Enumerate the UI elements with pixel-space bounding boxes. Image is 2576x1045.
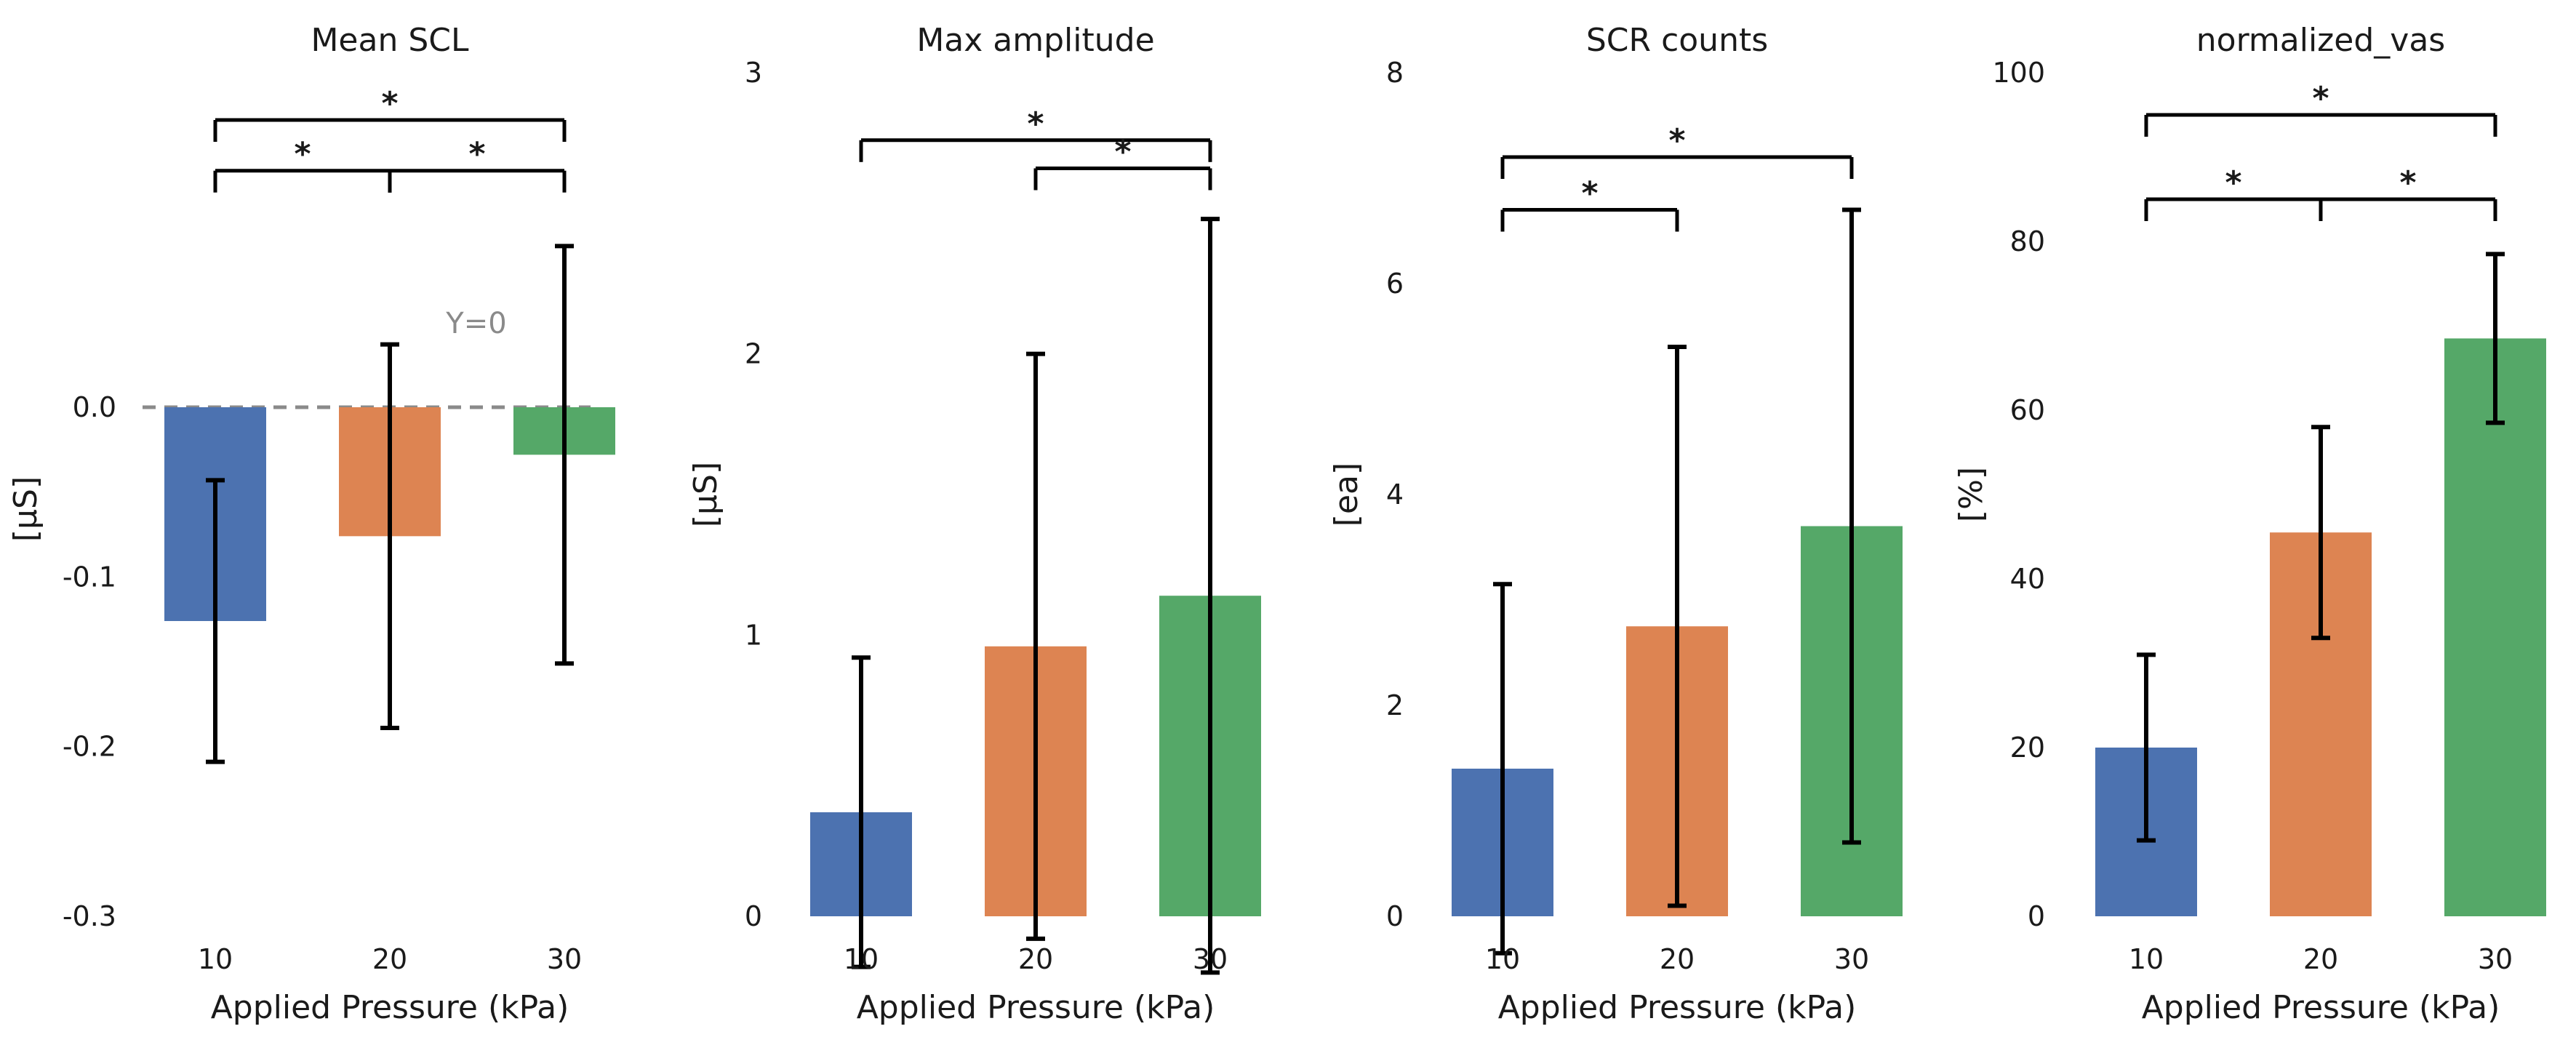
y-tick-label: -0.3 — [63, 900, 116, 932]
y-tick-label: 2 — [1386, 689, 1404, 721]
x-tick-label: 20 — [2303, 943, 2338, 975]
significance-star: * — [1581, 175, 1598, 212]
significance-star: * — [1114, 133, 1131, 170]
significance-star: * — [2312, 80, 2329, 117]
y-tick-label: 80 — [2010, 225, 2045, 257]
significance-star: * — [1027, 105, 1044, 143]
y-tick-label: 0 — [2028, 900, 2045, 932]
x-tick-label: 10 — [198, 943, 233, 975]
significance-star: * — [294, 136, 311, 173]
x-tick-label: 20 — [1018, 943, 1053, 975]
x-axis-label: Applied Pressure (kPa) — [857, 989, 1215, 1026]
y-tick-label: 20 — [2010, 732, 2045, 764]
y-tick-label: 6 — [1386, 268, 1404, 300]
bar-30 — [2444, 338, 2546, 916]
y-tick-label: 0 — [1386, 900, 1404, 932]
x-axis-label: Applied Pressure (kPa) — [211, 989, 569, 1026]
chart-title-2: SCR counts — [1586, 22, 1768, 59]
y-tick-label: 100 — [1992, 57, 2045, 89]
x-axis-label: Applied Pressure (kPa) — [2142, 989, 2500, 1026]
x-tick-label: 10 — [1485, 943, 1520, 975]
x-tick-label: 10 — [2129, 943, 2164, 975]
x-tick-label: 30 — [2478, 943, 2513, 975]
x-axis-label: Applied Pressure (kPa) — [1498, 989, 1857, 1026]
x-tick-label: 10 — [844, 943, 879, 975]
significance-star: * — [1668, 122, 1685, 159]
y-axis-label: [μS] — [7, 476, 44, 542]
y-tick-label: -0.2 — [63, 731, 116, 763]
y-tick-label: 1 — [745, 619, 762, 651]
y-tick-label: 2 — [745, 338, 762, 370]
y-axis-label: [ea] — [1328, 463, 1365, 526]
significance-star: * — [2225, 164, 2241, 201]
y-tick-label: 0 — [745, 900, 762, 932]
significance-star: * — [468, 136, 485, 173]
x-tick-label: 30 — [547, 943, 582, 975]
y-axis-label: [%] — [1953, 467, 1990, 522]
y-tick-label: 40 — [2010, 563, 2045, 595]
x-tick-label: 30 — [1193, 943, 1228, 975]
y-tick-label: 8 — [1386, 57, 1404, 89]
y-tick-label: -0.1 — [63, 561, 116, 593]
y-tick-label: 60 — [2010, 394, 2045, 426]
y-tick-label: 0.0 — [73, 391, 116, 423]
x-tick-label: 20 — [372, 943, 407, 975]
reference-line-label: Y=0 — [445, 307, 506, 340]
x-tick-label: 20 — [1660, 943, 1695, 975]
chart-title-1: Max amplitude — [916, 22, 1154, 59]
y-axis-label: [μS] — [687, 462, 724, 527]
x-tick-label: 30 — [1834, 943, 1869, 975]
significance-star: * — [2399, 164, 2416, 201]
y-tick-label: 4 — [1386, 479, 1404, 511]
chart-title-3: normalized_vas — [2196, 22, 2445, 59]
y-tick-label: 3 — [745, 57, 762, 89]
chart-title-0: Mean SCL — [311, 22, 469, 59]
significance-star: * — [381, 85, 398, 122]
